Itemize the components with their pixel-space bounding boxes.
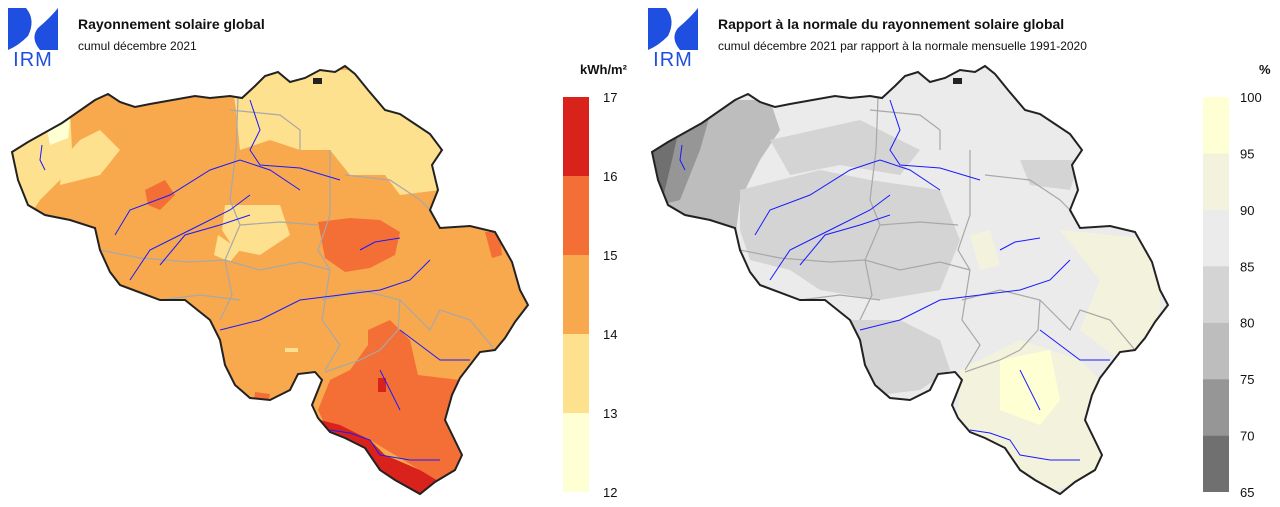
map-subtitle: cumul décembre 2021 bbox=[78, 39, 197, 53]
legend-tick-label: 13 bbox=[603, 406, 617, 421]
legend-tick-label: 70 bbox=[1240, 429, 1254, 444]
legend-swatch bbox=[563, 176, 589, 255]
legend-swatch bbox=[1203, 435, 1229, 492]
ratio-to-normal-map-panel: IRM Rapport à la normale du rayonnement … bbox=[640, 0, 1280, 507]
legend-tick-label: 17 bbox=[603, 90, 617, 105]
legend-tick-label: 12 bbox=[603, 485, 617, 500]
solar-radiation-map-panel: IRM Rayonnement solaire global cumul déc… bbox=[8, 8, 627, 500]
color-legend: 17 16 15 14 13 12 bbox=[563, 90, 617, 500]
logo-text: IRM bbox=[13, 49, 53, 71]
map-subtitle: cumul décembre 2021 par rapport à la nor… bbox=[718, 39, 1087, 53]
irm-logo-icon bbox=[648, 8, 698, 50]
legend-tick-label: 100 bbox=[1240, 90, 1262, 105]
map-title: Rapport à la normale du rayonnement sola… bbox=[718, 16, 1065, 32]
legend-swatch bbox=[563, 334, 589, 413]
legend-swatch bbox=[1203, 209, 1229, 267]
legend-tick-label: 85 bbox=[1240, 259, 1254, 274]
legend-swatch bbox=[1203, 379, 1229, 436]
belgium-map: 17 16 15 14 13 12 bbox=[10, 64, 617, 500]
legend-swatch bbox=[563, 97, 589, 176]
color-legend: 100 95 90 85 80 75 70 65 bbox=[1203, 90, 1262, 500]
legend-swatch bbox=[1203, 322, 1229, 380]
legend-tick-label: 80 bbox=[1240, 316, 1254, 331]
irm-logo-icon bbox=[8, 8, 58, 50]
legend-swatch bbox=[563, 255, 589, 334]
legend-tick-label: 95 bbox=[1240, 146, 1254, 161]
legend-unit: kWh/m² bbox=[580, 62, 627, 77]
legend-swatch bbox=[1203, 266, 1229, 323]
belgium-map: 100 95 90 85 80 75 70 65 bbox=[650, 64, 1262, 500]
legend-tick-label: 90 bbox=[1240, 203, 1254, 218]
legend-tick-label: 65 bbox=[1240, 485, 1254, 500]
legend-swatch bbox=[1203, 153, 1229, 210]
legend-tick-label: 75 bbox=[1240, 372, 1254, 387]
legend-swatch bbox=[1203, 97, 1229, 154]
legend-swatch bbox=[563, 413, 589, 492]
legend-tick-label: 15 bbox=[603, 248, 617, 263]
legend-unit: % bbox=[1259, 62, 1271, 77]
legend-tick-label: 16 bbox=[603, 169, 617, 184]
map-title: Rayonnement solaire global bbox=[78, 16, 265, 32]
legend-tick-label: 14 bbox=[603, 327, 617, 342]
logo-text: IRM bbox=[653, 49, 693, 71]
